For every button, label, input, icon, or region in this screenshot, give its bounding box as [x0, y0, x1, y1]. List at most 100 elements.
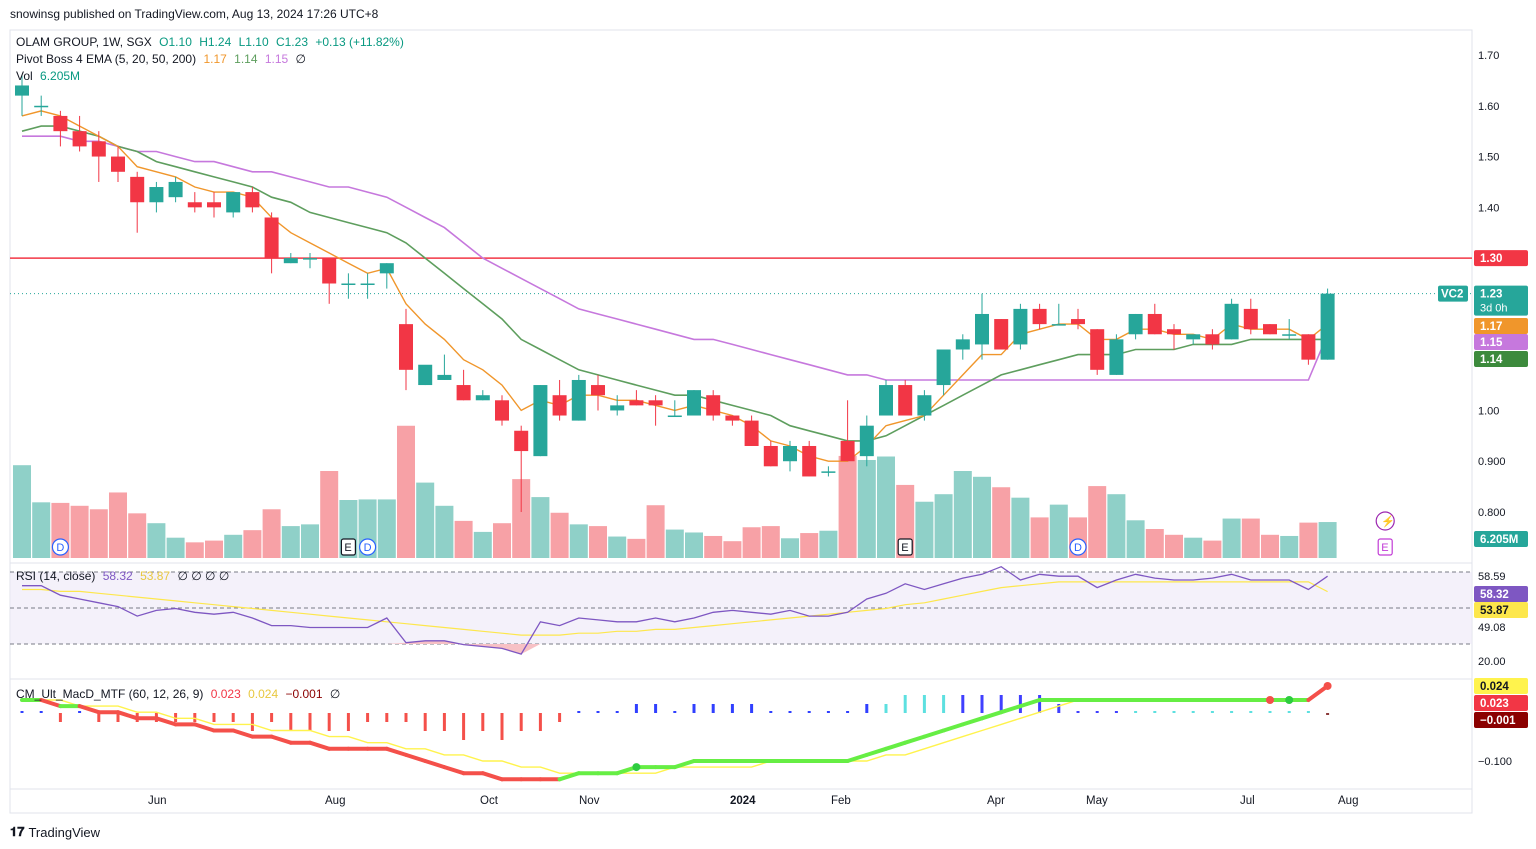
symbol-legend[interactable]: OLAM GROUP, 1W, SGX O1.10 H1.24 L1.10 C1… [16, 35, 408, 49]
ema50-line [22, 135, 1329, 381]
volume-bar [569, 524, 588, 558]
volume-bar [512, 479, 531, 558]
price-tick: 1.40 [1478, 202, 1499, 214]
ema50-label-bg [1474, 334, 1528, 350]
macd-line-label-bg [1474, 695, 1528, 711]
candle-body [341, 283, 356, 285]
volume-bar [742, 527, 761, 558]
macd-hist-bar [750, 704, 754, 713]
event-label: E [344, 542, 351, 554]
volume-bar [205, 540, 223, 558]
candle-body [802, 445, 817, 477]
candle-body [1224, 303, 1239, 340]
resistance-label: 1.30 [1480, 253, 1502, 265]
candle-body [859, 425, 874, 457]
candle-body [1109, 339, 1124, 375]
candle-body [53, 115, 68, 132]
macd-legend[interactable]: CM_Ult_MacD_MTF (60, 12, 26, 9) 0.023 0.… [16, 687, 344, 701]
candle-body [1320, 293, 1335, 360]
time-label: Oct [480, 795, 499, 807]
volume-bar [1203, 540, 1222, 558]
macd-hist-bar [404, 713, 408, 722]
volume-bar [1165, 534, 1183, 558]
low-value: L1.10 [238, 35, 269, 49]
volume-bar [973, 476, 991, 558]
change-value: +0.13 (+11.82%) [315, 35, 404, 49]
close-value: C1.23 [275, 35, 308, 49]
symbol-tag: VC2 [1441, 289, 1463, 301]
volume-bar [877, 456, 895, 558]
macd-hist-bar [1114, 711, 1118, 713]
macd-hist-bar [1249, 711, 1253, 713]
lightning-glyph: ⚡ [1381, 515, 1395, 528]
macd-hist-bar [1095, 711, 1099, 713]
volume-bar [454, 520, 473, 558]
candle-body [130, 176, 145, 203]
price-tick: 0.900 [1478, 456, 1506, 468]
tradingview-logo[interactable]: 𝟏𝟕 TradingView [10, 824, 100, 840]
volume-legend[interactable]: Vol 6.205M [16, 69, 84, 83]
volume-bar [1107, 494, 1126, 558]
macd-hist-bar [58, 713, 62, 722]
volume-bar [262, 509, 281, 558]
ema5-label-bg [1474, 318, 1528, 334]
candle-body [322, 258, 337, 284]
candle-body [399, 324, 413, 370]
macd-title: CM_Ult_MacD_MTF (60, 12, 26, 9) [16, 687, 204, 701]
candle-body [821, 471, 836, 473]
earnings-upcoming-marker [1377, 538, 1393, 556]
volume-bar [1145, 529, 1164, 558]
time-label: 2024 [730, 795, 756, 807]
volume-bar [1126, 520, 1145, 558]
macd-hist-bar [1191, 711, 1195, 713]
candle-body [1167, 329, 1181, 335]
macd-cross-dot [632, 763, 641, 772]
macd-hist-bar [826, 711, 830, 713]
macd-hist-value: −0.001 [285, 687, 323, 701]
rsi-ma-label: 53.87 [1480, 605, 1509, 617]
candle-body [591, 385, 605, 396]
macd-hist-bar [673, 711, 677, 713]
macd-line-segment [941, 722, 965, 733]
price-tick: 0.800 [1478, 507, 1506, 519]
candle-body [898, 385, 913, 416]
macd-hist-bar [711, 704, 715, 713]
candle-body [1090, 329, 1105, 370]
candle-body [629, 400, 644, 406]
rsi-legend[interactable]: RSI (14, close) 58.32 53.87 ∅ ∅ ∅ ∅ [16, 569, 233, 583]
macd-line-segment [192, 722, 216, 733]
macd-hist-bar [327, 713, 331, 731]
candle-body [207, 202, 221, 208]
candle-body [552, 395, 567, 416]
macd-signal-value: 0.024 [248, 687, 279, 701]
event-label: D [1074, 542, 1082, 554]
macd-hist-label-bg [1474, 712, 1528, 728]
volume-bar [608, 536, 627, 558]
volume-bar [301, 524, 319, 558]
macd-hist-bar [193, 713, 197, 722]
macd-hist-bar [903, 695, 907, 713]
brand-label: TradingView [28, 824, 101, 840]
volume-bar [166, 537, 185, 558]
candle-body [1051, 324, 1066, 326]
macd-line-segment [384, 746, 408, 757]
volume-bar [32, 502, 51, 558]
macd-hist-bar [1287, 711, 1291, 713]
volume-bar [1184, 537, 1203, 558]
macd-hist-bar [250, 713, 254, 731]
candle-body [1128, 313, 1143, 335]
ema-legend[interactable]: Pivot Boss 4 EMA (5, 20, 50, 200) 1.17 1… [16, 52, 310, 66]
macd-hist-bar [730, 704, 734, 713]
macd-hist-bar [922, 695, 926, 713]
candle-body [303, 258, 317, 260]
event-label: D [56, 542, 64, 554]
event-label: E [1381, 542, 1388, 554]
rsi-oversold-fill [386, 640, 541, 655]
candle-body [975, 313, 989, 345]
volume-bar [1011, 497, 1030, 558]
time-label: Apr [987, 795, 1005, 807]
macd-hist-bar [270, 713, 274, 722]
candle-body [1263, 324, 1277, 335]
candle-body [763, 445, 778, 467]
